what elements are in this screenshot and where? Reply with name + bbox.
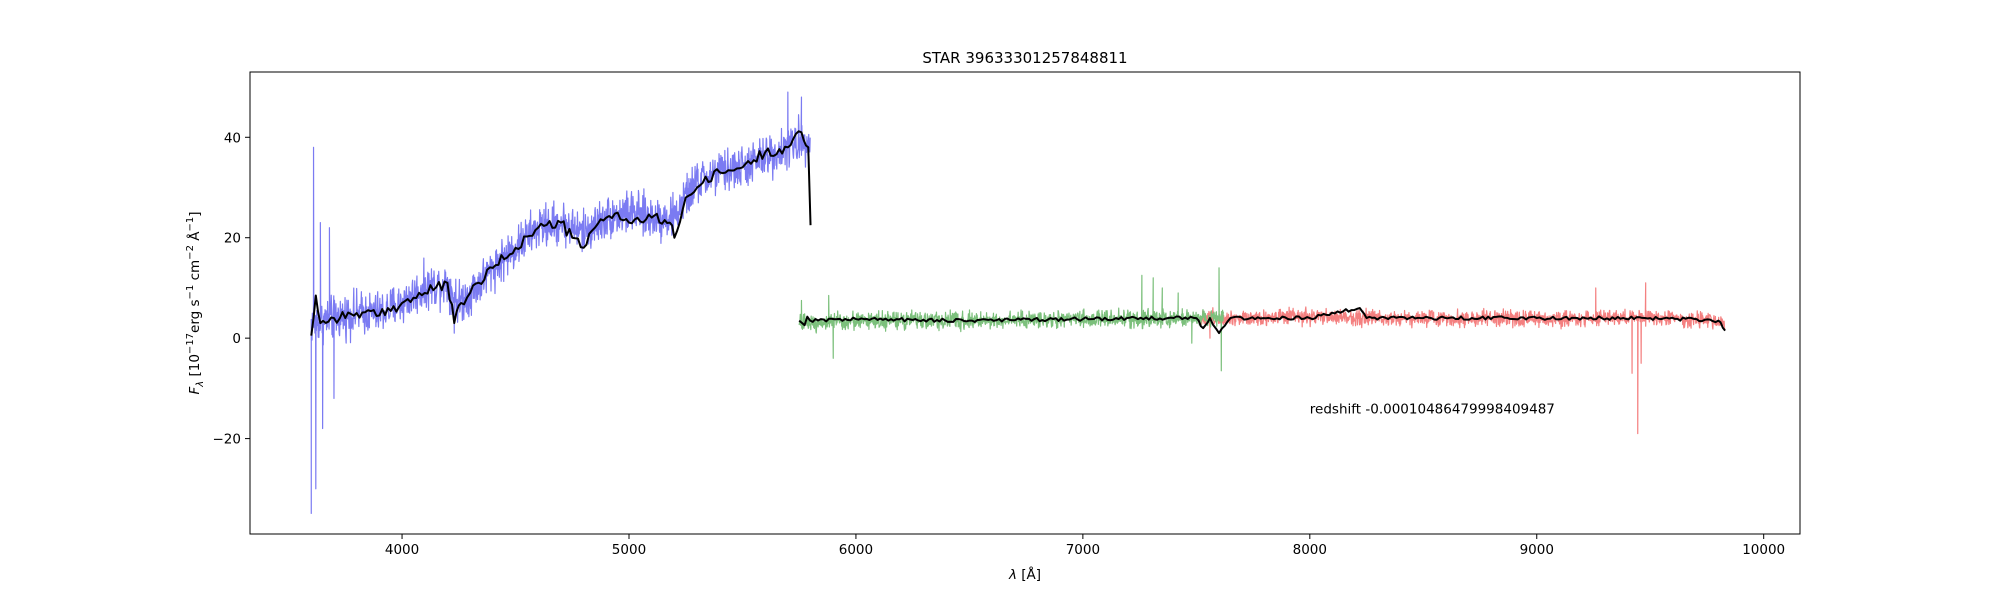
y-axis-label-part: Å: [186, 231, 203, 245]
spectrum-series-b: [310, 91, 811, 514]
series-layer: [310, 91, 1726, 514]
x-tick-label: 4000: [385, 542, 419, 558]
y-axis-label-part: cm: [187, 260, 203, 285]
model-line-segment: [310, 130, 812, 336]
x-axis: 4000 5000 6000 7000 8000 9000 10000: [385, 534, 1785, 558]
x-tick-label: 9000: [1520, 542, 1554, 558]
x-tick-label: 10000: [1742, 542, 1785, 558]
y-axis: −20 0 20 40: [213, 130, 250, 448]
x-axis-label-unit: [Å]: [1021, 566, 1041, 583]
model-line-segment: [798, 307, 1726, 335]
y-tick-label: 0: [232, 331, 241, 347]
y-axis-label-subscript: λ: [195, 381, 206, 388]
y-axis-label-part: [10: [187, 354, 203, 376]
y-tick-label: 40: [224, 130, 241, 146]
y-axis-label-symbol: F: [187, 387, 203, 395]
y-axis-label-part: ]: [187, 212, 203, 217]
redshift-annotation: redshift -0.00010486479998409487: [1310, 401, 1555, 417]
y-tick-label: 20: [224, 231, 241, 247]
plot-area: [310, 91, 1726, 514]
x-tick-label: 6000: [839, 542, 873, 558]
x-axis-label-symbol: λ: [1008, 567, 1017, 583]
x-tick-label: 7000: [1066, 542, 1100, 558]
plot-frame: [249, 71, 1801, 535]
chart-title: STAR 39633301257848811: [922, 49, 1127, 67]
y-axis-label-superscript: −17: [185, 333, 196, 354]
y-axis-label: Fλ [10−17erg s−1 cm−2 Å−1]: [185, 212, 206, 395]
y-axis-label-part: erg s: [187, 299, 203, 333]
y-axis-label-superscript: −1: [185, 217, 196, 232]
y-tick-label: −20: [213, 432, 242, 448]
x-axis-label: λ [Å]: [1008, 566, 1041, 583]
x-tick-label: 8000: [1293, 542, 1327, 558]
x-tick-label: 5000: [612, 542, 646, 558]
y-axis-label-superscript: −2: [185, 245, 196, 260]
y-axis-label-superscript: −1: [185, 285, 196, 300]
